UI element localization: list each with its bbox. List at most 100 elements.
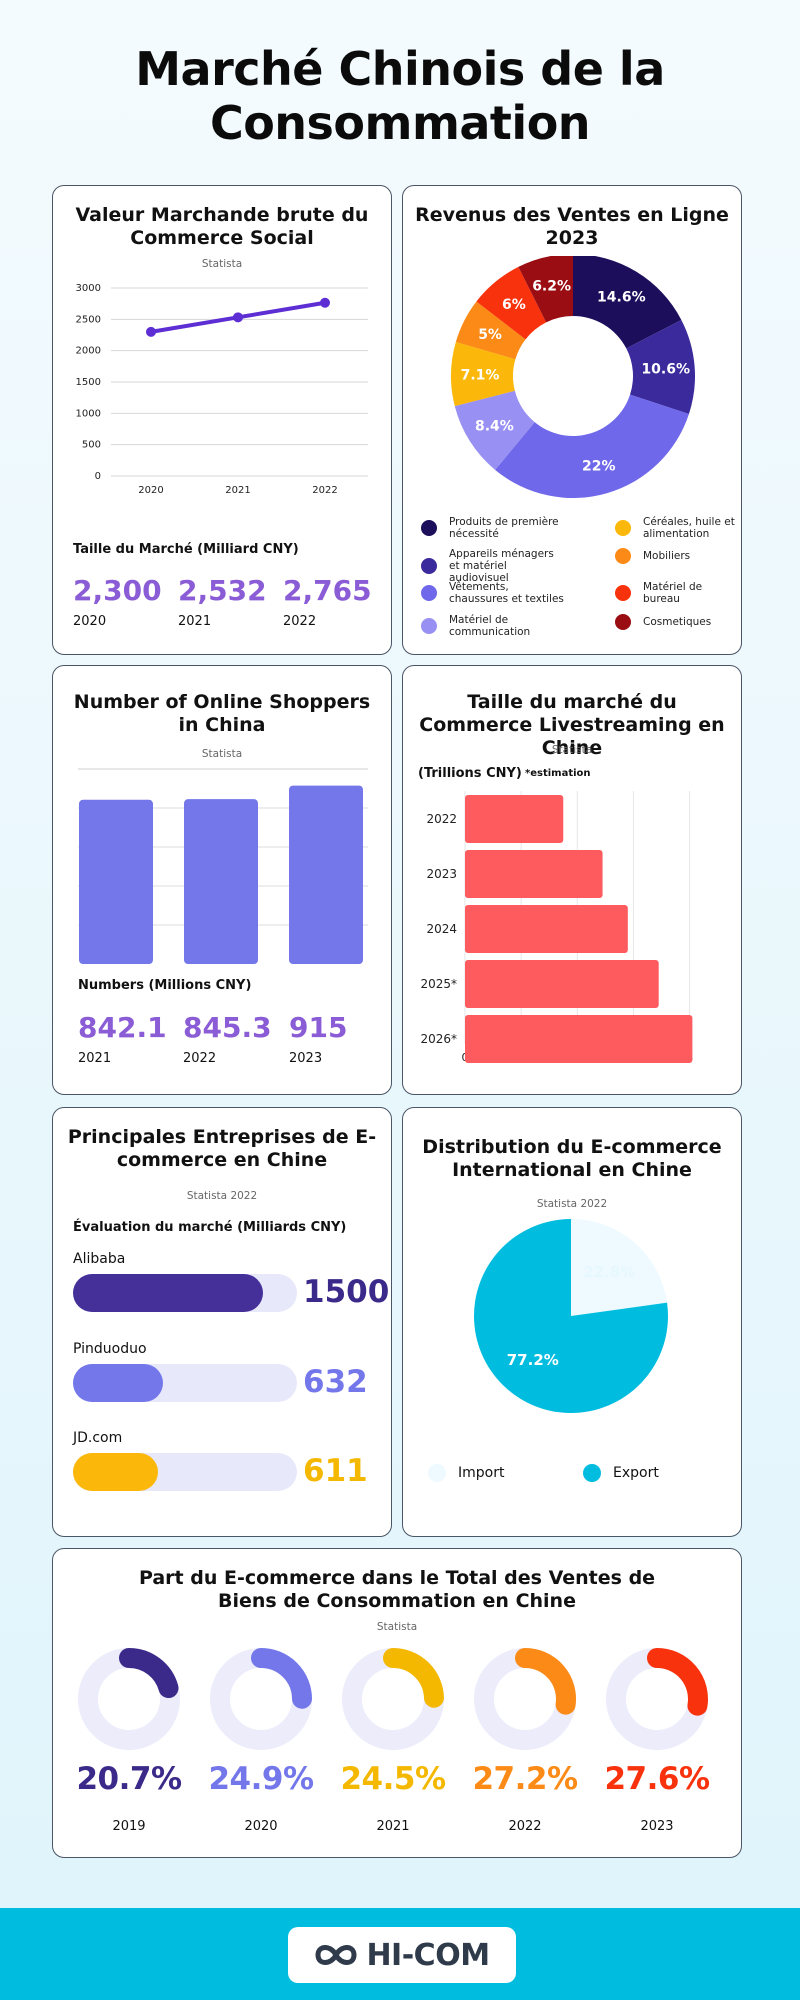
share-donut-arc xyxy=(251,1648,312,1709)
line-point xyxy=(233,312,243,323)
company-value-pinduoduo: 632 xyxy=(303,1364,368,1400)
hbar-y-tick: 2024 xyxy=(426,922,457,936)
sales-slice xyxy=(518,256,573,323)
share-donut xyxy=(342,1648,444,1750)
social-commerce-line-chart: 0 500 1000 1500 2000 2500 3000 2020 2021 2022 xyxy=(76,283,368,496)
company-track-jd xyxy=(73,1453,297,1491)
social-year-2022: 2022 xyxy=(283,614,317,629)
share-donut-arc xyxy=(119,1648,179,1699)
social-value-2022: 2,765 xyxy=(283,574,372,607)
hbar-y-tick: 2022 xyxy=(426,812,457,826)
social-commerce-title: Valeur Marchande brute du Commerce Socia… xyxy=(75,204,369,249)
shoppers-bar xyxy=(184,799,258,964)
sales-slice xyxy=(476,266,547,340)
sales-legend-item: Appareils ménagers et matériel audiovisu… xyxy=(421,548,564,584)
company-track-alibaba xyxy=(73,1274,297,1312)
intl-slice xyxy=(571,1219,668,1316)
import-legend-label: Import xyxy=(458,1465,505,1481)
share-value: 24.5% xyxy=(340,1761,446,1797)
company-value-alibaba: 1500 xyxy=(303,1274,390,1310)
intl-slice-label: 77.2% xyxy=(507,1351,559,1369)
company-bar-jd xyxy=(73,1453,159,1491)
sales-slice-label: 22% xyxy=(582,458,616,474)
line-y-tick: 3000 xyxy=(76,283,101,294)
shoppers-value-2021: 842.1 xyxy=(78,1011,167,1044)
sales-legend-dot xyxy=(421,558,437,574)
share-card: Part du E-commerce dans le Total des Ven… xyxy=(52,1548,742,1858)
share-value: 20.7% xyxy=(76,1761,182,1797)
hicom-logo[interactable]: HI-COM xyxy=(288,1927,516,1983)
companies-source: Statista 2022 xyxy=(186,1190,258,1202)
shoppers-year-2023: 2023 xyxy=(289,1051,323,1066)
sales-legend-dot xyxy=(421,520,437,536)
sales-legend-item: Vêtements, chaussures et textiles xyxy=(421,581,564,605)
companies-title: Principales Entreprises de E-commerce en… xyxy=(67,1126,377,1171)
shoppers-bar-chart xyxy=(78,768,368,964)
sales-slice xyxy=(454,390,535,470)
sales-slice-label: 6% xyxy=(502,297,526,313)
page-title-line1: Marché Chinois de la xyxy=(135,42,665,96)
companies-card: Principales Entreprises de E-commerce en… xyxy=(52,1107,392,1537)
export-legend-label: Export xyxy=(613,1465,659,1481)
livestream-bar-chart: 024682022202320242025*2026* xyxy=(420,791,693,1064)
sales-slice-label: 5% xyxy=(478,327,502,343)
livestream-estimation-note: *estimation xyxy=(525,768,591,779)
line-y-tick: 1000 xyxy=(76,408,101,419)
social-year-2021: 2021 xyxy=(178,614,212,629)
sales-slice xyxy=(573,256,682,349)
company-name-pinduoduo: Pinduoduo xyxy=(73,1341,147,1357)
share-value: 27.6% xyxy=(604,1761,710,1797)
sales-slice-label: 14.6% xyxy=(597,290,646,306)
intl-legend-export: Export xyxy=(583,1464,659,1482)
social-commerce-card: Valeur Marchande brute du Commerce Socia… xyxy=(52,185,392,655)
line-y-tick: 2500 xyxy=(76,314,101,325)
page-title: Marché Chinois de la Consommation xyxy=(0,42,800,150)
shoppers-numbers-label: Numbers (Millions CNY) xyxy=(78,978,252,993)
livestream-title: Taille du marché du Commerce Livestreami… xyxy=(419,691,725,759)
livestream-bar xyxy=(465,905,628,953)
sales-slice xyxy=(455,301,526,360)
sales-legend-dot xyxy=(615,585,631,601)
share-value: 27.2% xyxy=(472,1761,578,1797)
share-donut-arc xyxy=(515,1648,576,1715)
sales-slice xyxy=(626,319,695,414)
share-value: 24.9% xyxy=(208,1761,314,1797)
export-legend-dot xyxy=(583,1464,601,1482)
online-sales-donut-chart: 14.6% 10.6% 22% 8.4% 7.1% 5%6% 6.2% xyxy=(451,256,695,498)
sales-slice-label: 6.2% xyxy=(532,278,571,294)
intl-title: Distribution du E-commerce International… xyxy=(422,1136,722,1181)
brand-name: HI-COM xyxy=(366,1937,490,1973)
share-donut xyxy=(210,1648,312,1750)
social-market-label: Taille du Marché (Milliard CNY) xyxy=(73,542,299,557)
company-bar-alibaba xyxy=(73,1274,264,1312)
line-y-tick: 500 xyxy=(82,440,101,451)
sales-legend-item: Matériel de communication xyxy=(421,614,564,638)
shoppers-value-2023: 915 xyxy=(289,1011,348,1044)
share-year: 2019 xyxy=(112,1819,146,1834)
intl-slice xyxy=(474,1219,668,1413)
sales-legend-item: Matériel de bureau xyxy=(615,581,735,605)
sales-legend-dot xyxy=(615,520,631,536)
companies-subtitle: Évaluation du marché (Milliards CNY) xyxy=(73,1220,347,1235)
company-track-pinduoduo xyxy=(73,1364,297,1402)
sales-legend-dot xyxy=(421,585,437,601)
shoppers-card: Number of Online Shoppers in China Stati… xyxy=(52,665,392,1095)
sales-legend-label: Mobiliers xyxy=(643,550,691,562)
sales-slice-label: 8.4% xyxy=(475,419,514,435)
sales-legend-label: Vêtements, chaussures et textiles xyxy=(449,581,564,605)
livestream-bar xyxy=(465,960,659,1008)
company-bar-pinduoduo xyxy=(73,1364,163,1402)
company-name-jd: JD.com xyxy=(73,1430,123,1446)
shoppers-year-2022: 2022 xyxy=(183,1051,217,1066)
livestream-unit-label: (Trillions CNY) xyxy=(418,766,522,781)
company-value-jd: 611 xyxy=(303,1453,368,1489)
shoppers-value-2022: 845.3 xyxy=(183,1011,272,1044)
shoppers-bar xyxy=(79,799,153,964)
company-name-alibaba: Alibaba xyxy=(73,1251,126,1267)
livestream-card: Taille du marché du Commerce Livestreami… xyxy=(402,665,742,1095)
shoppers-year-2021: 2021 xyxy=(78,1051,112,1066)
share-donut-arc xyxy=(647,1648,708,1716)
line-x-tick: 2022 xyxy=(312,485,337,496)
intl-pie-chart: 22.8% 77.2% xyxy=(474,1219,668,1413)
hbar-y-tick: 2023 xyxy=(426,867,457,881)
